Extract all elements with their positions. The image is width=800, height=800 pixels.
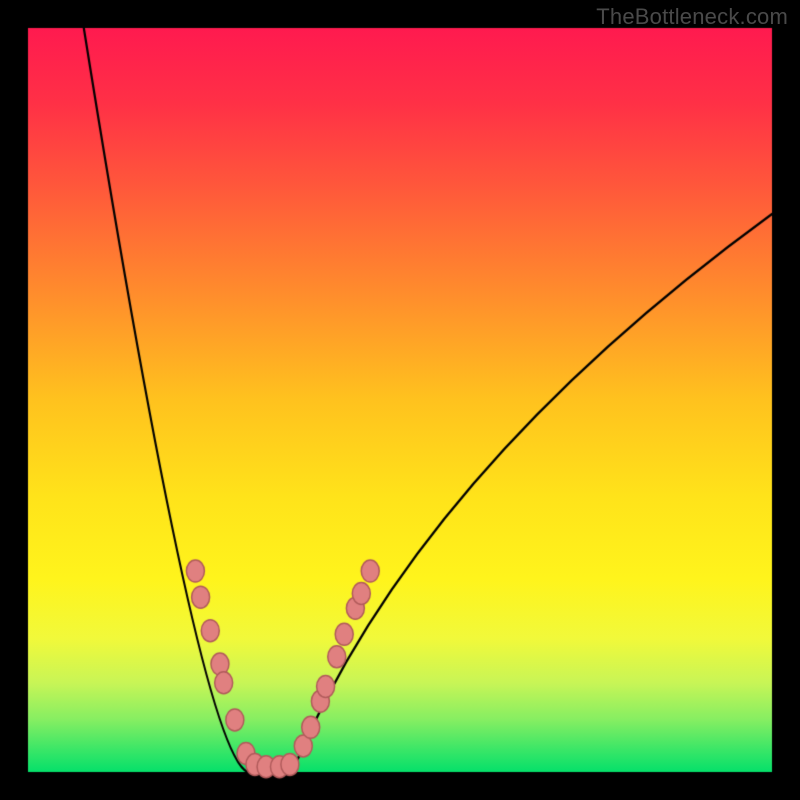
chart-container: TheBottleneck.com [0,0,800,800]
watermark-text: TheBottleneck.com [596,4,788,30]
bottleneck-chart-canvas [0,0,800,800]
